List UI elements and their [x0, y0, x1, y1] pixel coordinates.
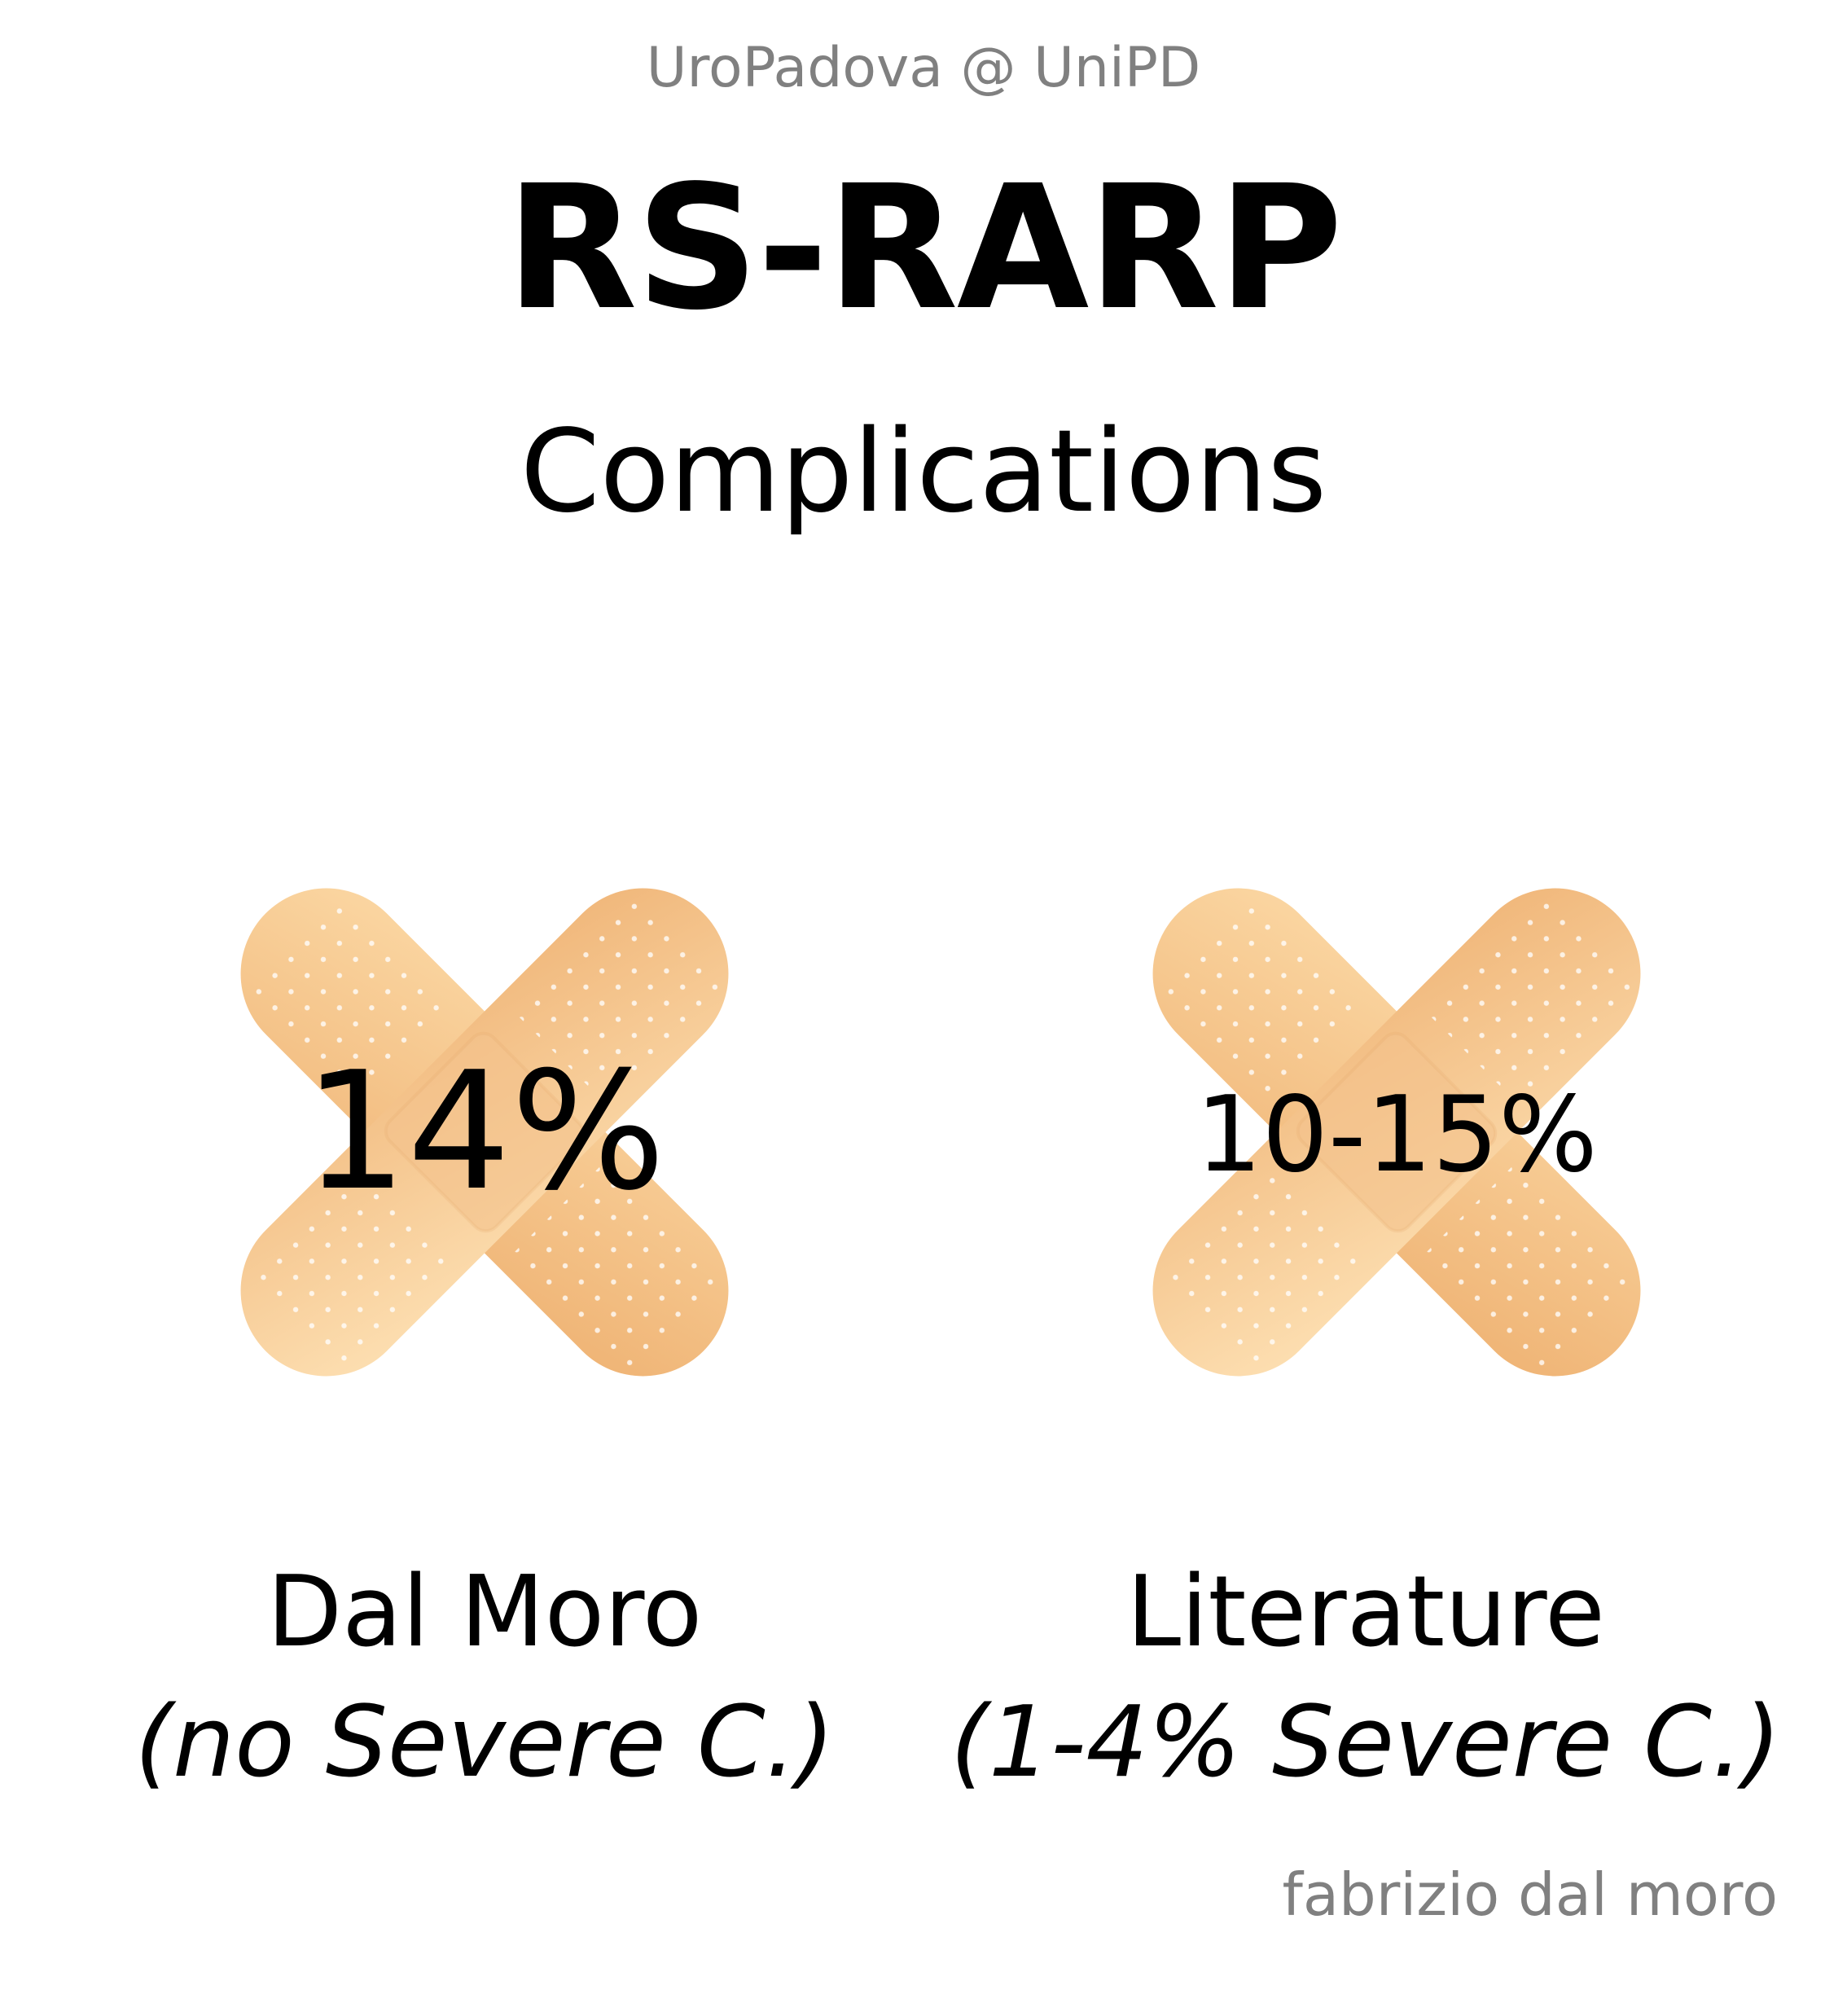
stat-value-dal-moro: 14%: [303, 1037, 666, 1227]
caption-dal-moro: Dal Moro (no Severe C.): [37, 1564, 932, 1792]
bandage-cross-icon: [191, 839, 778, 1425]
caption-label: Literature: [1126, 1556, 1605, 1669]
caption-label: Dal Moro: [266, 1556, 703, 1669]
page-title: RS-RARP: [506, 148, 1343, 348]
header-org: UroPadova @ UniPD: [646, 36, 1201, 100]
stat-value-literature: 10-15%: [1196, 1074, 1598, 1196]
caption-literature: Literature (1-4% Severe C.): [918, 1564, 1814, 1792]
caption-note: (no Severe C.): [134, 1686, 835, 1799]
author-credit: fabrizio dal moro: [1282, 1860, 1778, 1929]
caption-note: (1-4% Severe C.): [950, 1686, 1781, 1799]
page-subtitle: Complications: [520, 406, 1327, 538]
bandage-cross-icon: [1103, 839, 1690, 1425]
